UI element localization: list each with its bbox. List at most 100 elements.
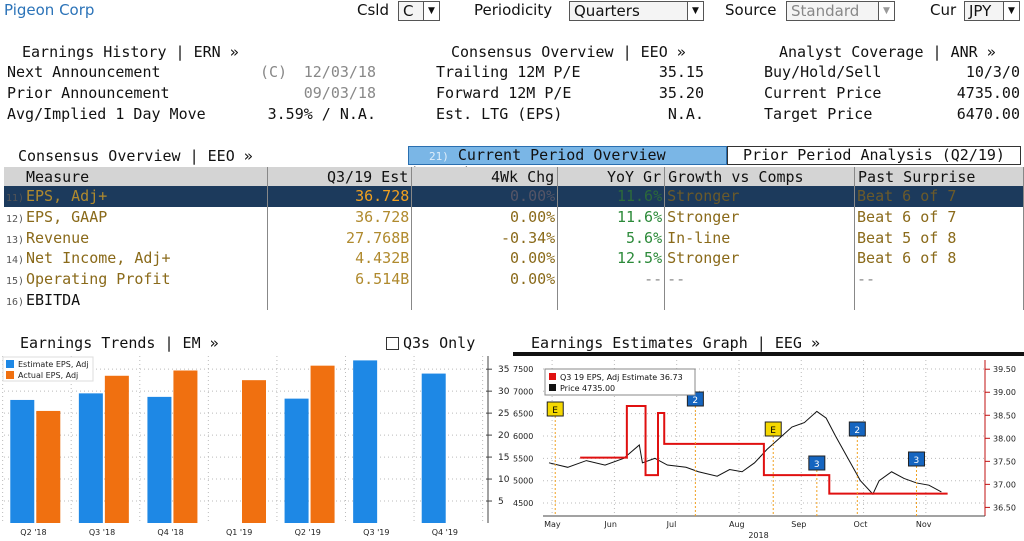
trailing-pe-value: 35.15 [658,63,704,81]
target-price-label: Target Price [764,105,873,123]
x-tick-label: Jun [603,520,617,529]
measure-name[interactable]: EPS, Adj+ [26,187,108,206]
table-row[interactable]: 12) EPS, GAAP 36.728 0.00% 11.6% Stronger… [4,206,1024,228]
event-marker-label: 3 [913,456,919,466]
y-tick-label: 30 [498,387,510,397]
tab-prior-period[interactable]: Prior Period Analysis (Q2/19) [727,146,1021,165]
source-select[interactable]: Standard ▼ [786,1,895,21]
legend-label: Estimate EPS, Adj [18,360,89,369]
tab-prior-period-label: Prior Period Analysis (Q2/19) [743,146,1005,164]
left-tick-label: 6000 [513,432,533,441]
table-row[interactable]: 16) EBITDA [4,289,1024,311]
right-tick-label: 37.50 [993,457,1016,466]
earnings-estimates-link[interactable]: Earnings Estimates Graph | EEG » [531,334,820,352]
table-row[interactable]: 14) Net Income, Adj+ 4.432B 0.00% 12.5% S… [4,248,1024,269]
estimate-value: 4.432B [267,248,413,269]
event-marker-label: 2 [692,396,698,406]
column-header[interactable]: Measure [4,167,269,186]
column-header[interactable]: 4Wk Chg [411,167,559,186]
periodicity-select[interactable]: Quarters ▼ [569,1,704,21]
table-row[interactable]: 15) Operating Profit 6.514B 0.00% -- -- -… [4,268,1024,290]
event-marker-label: E [770,426,776,436]
bar [242,380,266,523]
earnings-history-link[interactable]: Earnings History | ERN » [22,43,239,61]
ltg-label: Est. LTG (EPS) [436,105,563,123]
growth-vs-comps: -- [664,268,856,290]
chevron-down-icon[interactable]: ▼ [878,2,894,20]
x-tick-label: Oct [854,520,868,529]
x-tick-label: Q4 '19 [432,528,458,537]
measure-name[interactable]: Revenue [26,228,90,247]
consensus-overview-link[interactable]: Consensus Overview | EEO » [451,43,686,61]
x-tick-label: Jul [666,520,677,529]
y-tick-label: 25 [498,409,509,419]
measure-name[interactable]: Net Income, Adj+ [26,249,171,268]
measure-name[interactable]: EPS, GAAP [26,208,108,227]
analyst-coverage-link[interactable]: Analyst Coverage | ANR » [779,43,996,61]
trailing-pe-label: Trailing 12M P/E [436,63,581,81]
legend-box [544,368,696,396]
q3-only-checkbox[interactable] [386,337,399,350]
estimate-value: 27.768B [267,227,413,249]
column-header[interactable]: Growth vs Comps [664,167,856,186]
row-number: 13) [6,234,25,246]
column-header[interactable]: Q3/19 Est [267,167,413,186]
four-week-change: 0.00% [411,268,559,290]
yoy-growth: 11.6% [557,186,666,207]
row-number: 12) [6,214,25,226]
left-tick-label: 5500 [513,454,533,463]
year-label: 2018 [748,531,768,540]
column-header[interactable]: Past Surprise [854,167,1024,186]
past-surprise: Beat 5 of 8 [854,227,1024,249]
past-surprise: -- [854,268,1024,290]
company-name[interactable]: Pigeon Corp [4,1,95,19]
tab-number: 21) [429,150,449,163]
table-row[interactable]: 11) EPS, Adj+ 36.728 0.00% 11.6% Stronger… [4,186,1024,207]
legend-label: Price 4735.00 [560,384,615,393]
prior-announcement-date: 09/03/18 [303,84,376,102]
row-number: 11) [6,193,25,205]
past-surprise [854,289,1024,311]
bar [310,365,335,523]
column-header[interactable]: YoY Gr [557,167,666,186]
right-tick-label: 38.00 [993,434,1016,443]
bar [173,370,198,523]
currency-select[interactable]: JPY ▼ [964,1,1020,21]
prior-announcement-label: Prior Announcement [7,84,170,102]
price-line [548,410,942,496]
next-announcement-flag: (C) [260,63,288,81]
four-week-change: 0.00% [411,248,559,269]
current-price-value: 4735.00 [956,84,1020,102]
tab-current-period[interactable]: 21) Current Period Overview (Q3/19) [408,146,727,182]
row-number: 16) [6,296,25,308]
event-marker-label: 3 [814,460,820,470]
legend-box [2,356,94,382]
chevron-down-icon[interactable]: ▼ [423,2,439,20]
implied-move-label: Avg/Implied 1 Day Move [7,105,206,123]
y-tick-label: 5 [498,497,504,507]
bar [104,375,129,523]
table-row[interactable]: 13) Revenue 27.768B -0.34% 5.6% In-line B… [4,227,1024,249]
csld-value: C [403,2,414,20]
chevron-down-icon[interactable]: ▼ [687,2,703,20]
consensus-section-link[interactable]: Consensus Overview | EEO » [18,147,253,165]
four-week-change [411,289,559,311]
row-number: 14) [6,255,25,267]
x-tick-label: Sep [791,520,806,529]
x-tick-label: Q2 '19 [295,528,321,537]
y-tick-label: 10 [498,475,510,485]
yoy-growth [557,289,666,311]
event-marker-label: E [552,406,558,416]
csld-select[interactable]: C ▼ [398,1,440,21]
right-tick-label: 37.00 [993,480,1016,489]
earnings-estimates-chart: 4500 5000 5500 6000 6500 7000 7500 36.50 37.00 37… [513,352,1024,541]
measure-name[interactable]: EBITDA [26,290,81,309]
y-tick-label: 15 [498,453,509,463]
earnings-trends-link[interactable]: Earnings Trends | EM » [20,334,219,352]
x-tick-label: Q3 '19 [363,528,389,537]
chevron-down-icon[interactable]: ▼ [1003,2,1019,20]
q3-only-toggle[interactable]: Q3s Only [386,334,475,352]
next-announcement-label: Next Announcement [7,63,161,81]
measure-name[interactable]: Operating Profit [26,270,171,289]
row-number: 15) [6,276,25,288]
